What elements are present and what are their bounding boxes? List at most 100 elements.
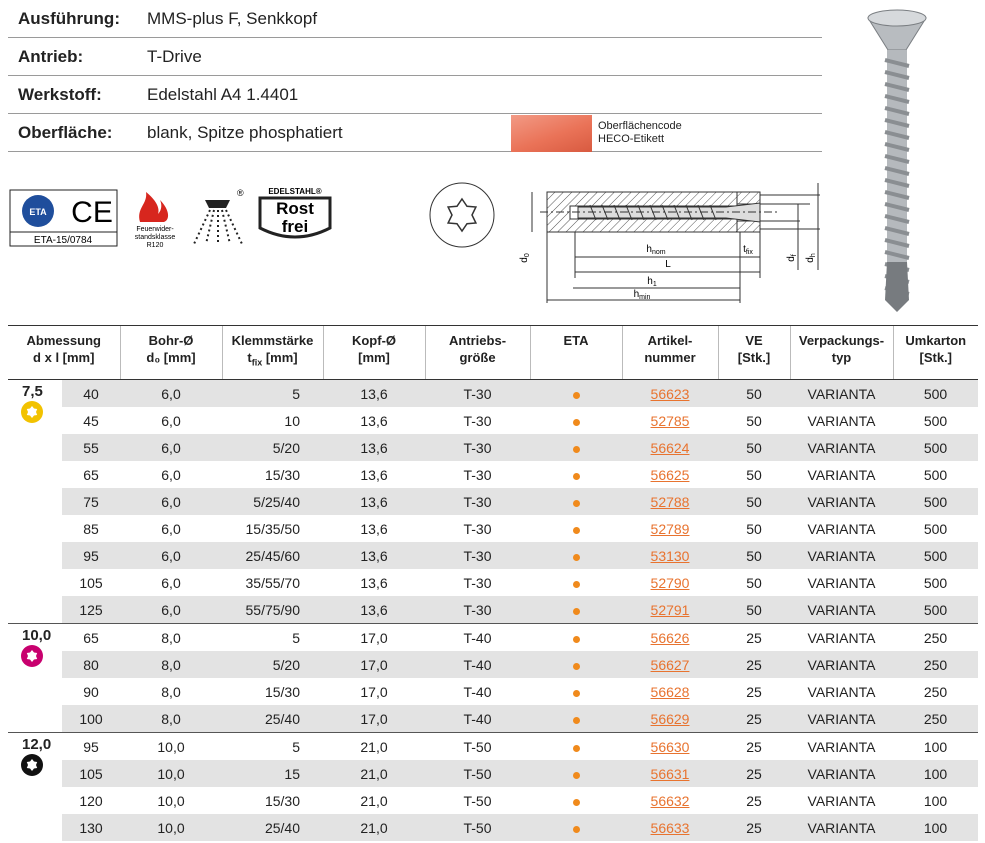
eta-cell (530, 434, 622, 461)
cell: 50 (718, 379, 790, 407)
cell: VARIANTA (807, 466, 876, 483)
cell: 21,0 (323, 732, 425, 760)
dimension-label: hnom (646, 244, 665, 256)
cell: 25 (718, 651, 790, 678)
article-link[interactable]: 56625 (650, 466, 690, 483)
article-link[interactable]: 56627 (650, 656, 690, 673)
cell: 50 (718, 596, 790, 624)
header-line: tfix [mm] (224, 349, 322, 372)
eta-cell (530, 488, 622, 515)
cell: 56623 (622, 379, 718, 407)
group-label: 10,0 (22, 627, 52, 644)
cell: T-30 (463, 466, 492, 483)
article-link[interactable]: 56628 (650, 683, 690, 700)
article-link[interactable]: 56629 (650, 710, 690, 727)
header-line: Artikel- (647, 333, 693, 348)
dimension-label-main: t (743, 244, 746, 255)
eta-dot (572, 798, 580, 806)
article-link[interactable]: 52789 (650, 520, 690, 537)
cell: 500 (893, 488, 978, 515)
spec-value: Edelstahl A4 1.4401 (147, 85, 299, 104)
cell: 120 (79, 792, 103, 809)
eta-dot (572, 391, 580, 399)
article-link[interactable]: 56624 (650, 439, 690, 456)
cell: 56631 (622, 760, 718, 787)
cell: 13,6 (323, 542, 425, 569)
dimension-label: h1 (647, 276, 657, 288)
cell: 53130 (622, 542, 718, 569)
header-line: Umkarton (905, 333, 967, 348)
table-row: 80 8,0 5/20 17,0 T-40 56627 25 VARIANTA 250 (8, 651, 978, 678)
group-icon (21, 401, 43, 423)
article-link[interactable]: 52788 (650, 493, 690, 510)
article-link[interactable]: 56633 (650, 819, 690, 836)
article-link[interactable]: 56623 (650, 385, 690, 402)
cell: 10 (284, 412, 300, 429)
cell: 95 (62, 732, 120, 760)
header-line: [mm] (358, 350, 390, 365)
eta-dot (572, 526, 580, 534)
article-link[interactable]: 52791 (650, 601, 690, 618)
cell: 55 (62, 434, 120, 461)
eta-dot (572, 744, 580, 752)
cell: 105 (79, 574, 103, 591)
eta-cell (530, 461, 622, 488)
article-link[interactable]: 56632 (650, 792, 690, 809)
cell: T-30 (425, 379, 530, 407)
cell: 6,0 (161, 412, 181, 429)
illustrations: ETA CE ETA-15/0784 Feuerwider- standskla… (9, 9, 927, 312)
cell: 17,0 (323, 651, 425, 678)
cell: 6,0 (120, 379, 222, 407)
eta-dot (572, 771, 580, 779)
column-header: Kopf-Ø [mm] (322, 325, 425, 380)
article-link[interactable]: 52790 (650, 574, 690, 591)
cell: 50 (718, 542, 790, 569)
cell: 40 (62, 379, 120, 407)
cell: 250 (893, 623, 978, 651)
cell: 10,0 (120, 760, 222, 787)
cell: 50 (746, 466, 762, 483)
eta-dot (572, 635, 580, 643)
cell: 6,0 (120, 488, 222, 515)
cell: 15/35/50 (245, 520, 301, 537)
eta-dot (572, 607, 580, 615)
spec-value: blank, Spitze phosphatiert (147, 123, 343, 142)
table-row: 90 8,0 15/30 17,0 T-40 56628 25 VARIANTA 250 (8, 678, 978, 705)
eta-logo (22, 195, 54, 227)
article-link[interactable]: 52785 (650, 412, 690, 429)
article-link[interactable]: 53130 (650, 547, 690, 564)
header-line: Antriebs- (448, 333, 507, 348)
dimension-label-main: h (646, 244, 652, 255)
article-link[interactable]: 56626 (650, 629, 690, 646)
article-link[interactable]: 56630 (650, 738, 690, 755)
eta-cell (530, 623, 622, 651)
header-row: Abmessung d x l [mm] Bohr-Ø d₀ [mm] Klemmstä… (8, 325, 978, 380)
cell: 55/75/90 (222, 596, 323, 624)
cell: 13,6 (360, 520, 388, 537)
cell: T-30 (425, 488, 530, 515)
cell: 5/20 (222, 434, 323, 461)
cell: 50 (746, 520, 762, 537)
cell: 50 (718, 488, 790, 515)
eta-dot (572, 418, 580, 426)
article-link[interactable]: 56631 (650, 765, 690, 782)
table-row: 45 6,0 10 13,6 T-30 52785 50 VARIANTA 500 (8, 407, 978, 434)
cell: VARIANTA (807, 412, 876, 429)
technical-drawing (531, 183, 820, 303)
cell: T-40 (425, 623, 530, 651)
rostfrei-text: Rost (276, 199, 314, 218)
surface-code-text: Oberflächencode HECO-Etikett (598, 120, 682, 146)
eta-dot (572, 662, 580, 670)
cell: 25 (746, 683, 762, 700)
surface-swatch (511, 115, 592, 152)
spray (193, 209, 243, 245)
group-cell: 10,0 (8, 623, 62, 733)
header-line: Kopf-Ø (351, 333, 397, 348)
cell: T-30 (425, 596, 530, 624)
table-row: 85 6,0 15/35/50 13,6 T-30 52789 50 VARIANTA 500 (8, 515, 978, 542)
column-header: Umkarton [Stk.] (892, 325, 978, 380)
dimension-label: d0 (519, 253, 531, 263)
cell: 13,6 (360, 412, 388, 429)
cell: VARIANTA (790, 596, 893, 624)
cell: 5 (222, 379, 323, 407)
